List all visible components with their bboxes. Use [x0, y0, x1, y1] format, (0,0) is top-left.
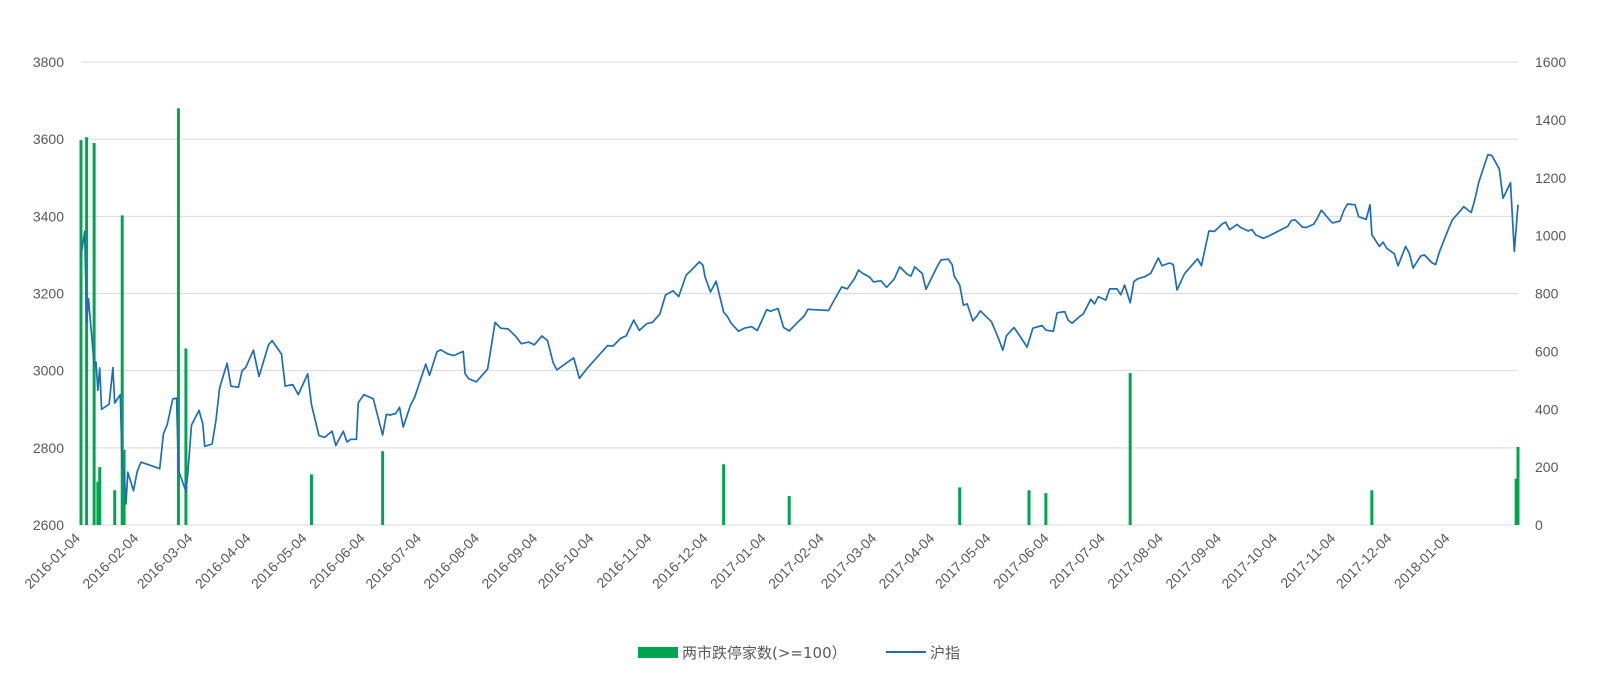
right-axis-tick: 1000: [1535, 228, 1566, 244]
bar: [1044, 493, 1048, 525]
left-axis-tick: 2800: [33, 440, 64, 456]
bar: [176, 108, 180, 526]
x-axis-tick: 2016-09-04: [478, 530, 540, 592]
left-axis-tick: 3000: [33, 363, 64, 379]
line-series-shanghai-index: [80, 153, 1519, 505]
right-axis-tick: 0: [1535, 517, 1543, 533]
right-axis-tick: 1400: [1535, 112, 1566, 128]
x-axis-tick: 2017-08-04: [1104, 530, 1166, 592]
index-line: [80, 153, 1519, 505]
x-axis-tick-labels: 2016-01-042016-02-042016-03-042016-04-04…: [21, 530, 1453, 592]
x-axis-tick: 2017-05-04: [932, 530, 994, 592]
bar: [1027, 490, 1031, 525]
x-axis-tick: 2016-12-04: [649, 530, 711, 592]
x-axis-tick: 2017-10-04: [1218, 530, 1280, 592]
bar: [120, 215, 124, 525]
x-axis-tick: 2016-03-04: [134, 530, 196, 592]
legend-line-label: 沪指: [930, 644, 960, 662]
right-axis-tick-labels: 0 200 400 600 800 1000 1200 1400 1600: [1535, 54, 1566, 533]
bar: [787, 496, 791, 525]
x-axis-tick: 2016-10-04: [535, 530, 597, 592]
bar: [92, 143, 96, 525]
right-axis-tick: 1600: [1535, 54, 1566, 70]
x-axis-tick: 2017-11-04: [1277, 530, 1338, 591]
x-axis-tick: 2016-04-04: [192, 530, 254, 592]
bar: [113, 490, 117, 525]
bar-series-limit-down-count: [79, 108, 1520, 526]
left-axis-tick: 3600: [33, 131, 64, 147]
legend: 两市跌停家数(>=100） 沪指: [638, 644, 960, 662]
right-axis-tick: 1200: [1535, 170, 1566, 186]
bar: [184, 348, 188, 525]
x-axis-tick: 2016-07-04: [362, 530, 424, 592]
bar: [722, 464, 726, 525]
x-axis-tick: 2017-02-04: [765, 530, 827, 592]
bar: [1128, 373, 1132, 525]
x-axis-tick: 2016-02-04: [79, 530, 141, 592]
right-axis-tick: 800: [1535, 286, 1559, 302]
right-axis-tick: 400: [1535, 401, 1559, 417]
bar: [1514, 478, 1518, 525]
x-axis-tick: 2016-06-04: [306, 530, 368, 592]
x-axis-tick: 2016-05-04: [248, 530, 310, 592]
legend-bar-label: 两市跌停家数(>=100）: [682, 644, 847, 662]
left-axis-tick-labels: 2600 2800 3000 3200 3400 3600 3800: [33, 54, 64, 533]
left-axis-tick: 3200: [33, 286, 64, 302]
x-axis-tick: 2018-01-04: [1391, 530, 1453, 592]
left-axis-tick: 3400: [33, 208, 64, 224]
x-axis-tick: 2017-09-04: [1162, 530, 1224, 592]
bar: [309, 474, 313, 525]
bar: [98, 467, 102, 525]
x-axis-tick: 2017-06-04: [990, 530, 1052, 592]
bar: [958, 487, 962, 525]
right-axis-tick: 600: [1535, 343, 1559, 359]
x-axis-tick: 2017-01-04: [707, 530, 769, 592]
x-axis-tick: 2016-01-04: [21, 530, 83, 592]
bar: [381, 451, 385, 525]
left-axis-tick: 2600: [33, 517, 64, 533]
x-axis-tick: 2017-03-04: [817, 530, 879, 592]
left-axis-tick: 3800: [33, 54, 64, 70]
x-axis-tick: 2017-12-04: [1333, 530, 1395, 592]
x-axis-tick: 2016-08-04: [420, 530, 482, 592]
bar: [85, 137, 89, 526]
bar: [122, 449, 126, 525]
gridlines: [81, 61, 1518, 526]
right-axis-tick: 200: [1535, 459, 1559, 475]
x-axis-tick: 2017-04-04: [875, 530, 937, 592]
x-axis-tick: 2017-07-04: [1046, 530, 1108, 592]
bar: [1516, 446, 1520, 525]
legend-bar-swatch: [638, 647, 678, 658]
x-axis-tick: 2016-11-04: [593, 530, 654, 591]
bar: [79, 140, 83, 525]
bar: [1370, 490, 1374, 525]
bar: [96, 481, 100, 525]
